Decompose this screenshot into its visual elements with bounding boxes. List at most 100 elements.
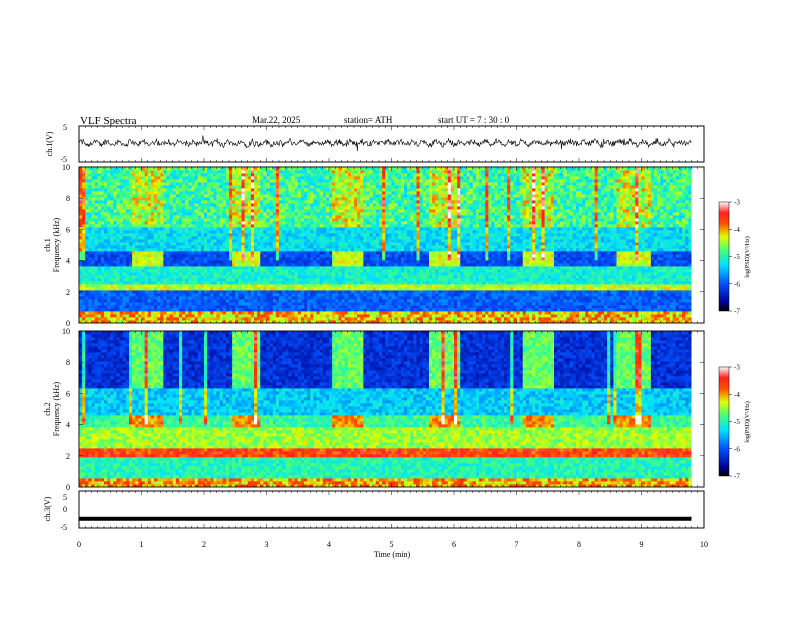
spectrogram-cell xyxy=(129,170,133,173)
spectrogram-cell xyxy=(301,311,305,314)
spectrogram-cell xyxy=(104,296,108,299)
spectrogram-cell xyxy=(295,224,299,227)
spectrogram-cell xyxy=(320,188,324,191)
spectrogram-cell xyxy=(82,242,86,245)
spectrogram-cell xyxy=(160,299,164,302)
spectrogram-cell xyxy=(301,257,305,260)
spectrogram-cell xyxy=(298,287,302,290)
spectrogram-cell xyxy=(317,287,321,290)
spectrogram-cell xyxy=(307,194,311,197)
spectrogram-cell xyxy=(267,239,271,242)
spectrogram-cell xyxy=(357,314,361,317)
spectrogram-cell xyxy=(229,302,233,305)
spectrogram-cell xyxy=(123,302,127,305)
spectrogram-cell xyxy=(254,293,258,296)
spectrogram-cell xyxy=(88,296,92,299)
spectrogram-cell xyxy=(148,182,152,185)
spectrogram-cell xyxy=(251,266,255,269)
spectrogram-cell xyxy=(242,182,246,185)
spectrogram-cell xyxy=(210,269,214,272)
spectrogram-cell xyxy=(173,230,177,233)
spectrogram-cell xyxy=(329,311,333,314)
spectrogram-cell xyxy=(332,317,336,320)
spectrogram-cell xyxy=(313,284,317,287)
spectrogram-cell xyxy=(148,275,152,278)
spectrogram-cell xyxy=(323,188,327,191)
spectrogram-cell xyxy=(260,236,264,239)
spectrogram-cell xyxy=(235,305,239,308)
spectrogram-cell xyxy=(360,236,364,239)
spectrogram-cell xyxy=(223,215,227,218)
spectrogram-cell xyxy=(207,221,211,224)
spectrogram-cell xyxy=(342,206,346,209)
spectrogram-cell xyxy=(163,272,167,275)
spectrogram-cell xyxy=(107,308,111,311)
spectrogram-cell xyxy=(101,278,105,281)
spectrogram-cell xyxy=(260,185,264,188)
spectrogram-cell xyxy=(357,302,361,305)
spectrogram-cell xyxy=(257,185,261,188)
spectrogram-cell xyxy=(263,185,267,188)
spectrogram-cell xyxy=(220,227,224,230)
spectrogram-cell xyxy=(348,179,352,182)
spectrogram-cell xyxy=(232,200,236,203)
spectrogram-cell xyxy=(304,230,308,233)
spectrogram-cell xyxy=(98,254,102,257)
spectrogram-cell xyxy=(198,170,202,173)
spectrogram-cell xyxy=(263,287,267,290)
spectrogram-cell xyxy=(317,284,321,287)
spectrogram-cell xyxy=(132,293,136,296)
spectrogram-cell xyxy=(120,278,124,281)
spectrogram-cell xyxy=(198,275,202,278)
spectrogram-cell xyxy=(126,275,130,278)
spectrogram-cell xyxy=(179,200,183,203)
spectrogram-cell xyxy=(279,203,283,206)
spectrogram-cell xyxy=(329,185,333,188)
spectrogram-cell xyxy=(285,257,289,260)
spectrogram-cell xyxy=(273,206,277,209)
spectrogram-cell xyxy=(270,251,274,254)
spectrogram-cell xyxy=(179,242,183,245)
spectrogram-cell xyxy=(173,284,177,287)
spectrogram-cell xyxy=(295,191,299,194)
spectrogram-cell xyxy=(98,182,102,185)
spectrogram-cell xyxy=(254,272,258,275)
spectrogram-cell xyxy=(204,290,208,293)
spectrogram-cell xyxy=(126,215,130,218)
spectrogram-cell xyxy=(98,275,102,278)
spectrogram-cell xyxy=(120,311,124,314)
spectrogram-cell xyxy=(145,215,149,218)
spectrogram-cell xyxy=(354,263,358,266)
spectrogram-cell xyxy=(301,194,305,197)
spectrogram-cell xyxy=(323,170,327,173)
spectrogram-cell xyxy=(226,179,230,182)
spectrogram-cell xyxy=(173,254,177,257)
spectrogram-cell xyxy=(142,227,146,230)
spectrogram-cell xyxy=(98,272,102,275)
spectrogram-cell xyxy=(113,314,117,317)
spectrogram-cell xyxy=(348,311,352,314)
spectrogram-cell xyxy=(273,167,277,170)
spectrogram-cell xyxy=(95,239,99,242)
spectrogram-cell xyxy=(104,248,108,251)
spectrogram-cell xyxy=(204,200,208,203)
spectrogram-cell xyxy=(304,188,308,191)
spectrogram-cell xyxy=(223,173,227,176)
spectrogram-cell xyxy=(207,224,211,227)
spectrogram-cell xyxy=(138,194,142,197)
spectrogram-cell xyxy=(217,221,221,224)
spectrogram-cell xyxy=(82,191,86,194)
spectrogram-cell xyxy=(335,284,339,287)
spectrogram-cell xyxy=(129,212,133,215)
spectrogram-cell xyxy=(213,233,217,236)
spectrogram-cell xyxy=(213,245,217,248)
spectrogram-cell xyxy=(142,254,146,257)
spectrogram-cell xyxy=(251,173,255,176)
spectrogram-cell xyxy=(135,278,139,281)
spectrogram-cell xyxy=(223,242,227,245)
spectrogram-cell xyxy=(92,212,96,215)
spectrogram-cell xyxy=(273,173,277,176)
spectrogram-cell xyxy=(145,302,149,305)
spectrogram-cell xyxy=(223,197,227,200)
spectrogram-cell xyxy=(192,176,196,179)
